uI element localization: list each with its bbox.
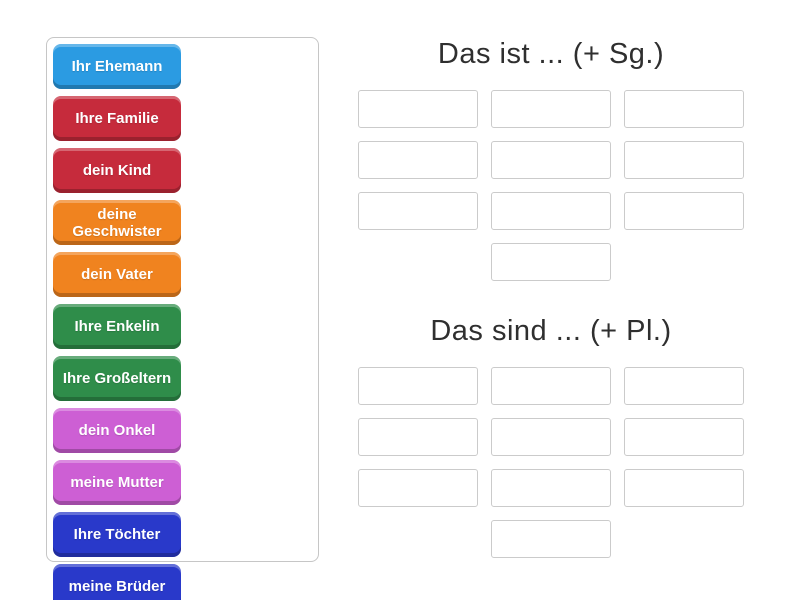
- answer-slot[interactable]: [624, 367, 744, 405]
- answer-slot[interactable]: [491, 243, 611, 281]
- answer-slot[interactable]: [358, 418, 478, 456]
- sort-groups: Das ist ... (+ Sg.) Das sind ... (+ Pl.): [358, 33, 744, 558]
- answer-slot[interactable]: [358, 469, 478, 507]
- answer-slot[interactable]: [358, 192, 478, 230]
- answer-slot[interactable]: [491, 192, 611, 230]
- answer-slot[interactable]: [491, 418, 611, 456]
- word-tile[interactable]: Ihre Familie: [53, 96, 181, 141]
- word-tile[interactable]: Ihr Ehemann: [53, 44, 181, 89]
- group-plural: Das sind ... (+ Pl.): [358, 310, 744, 558]
- group-singular-title: Das ist ... (+ Sg.): [437, 38, 665, 70]
- group-singular: Das ist ... (+ Sg.): [358, 33, 744, 281]
- answer-slot[interactable]: [358, 90, 478, 128]
- word-bank-panel: Ihr Ehemann Ihre Familie dein Kind deine Ge…: [46, 37, 319, 600]
- answer-slot[interactable]: [624, 192, 744, 230]
- word-tile[interactable]: Ihre Töchter: [53, 512, 181, 557]
- answer-slot[interactable]: [624, 469, 744, 507]
- answer-slot[interactable]: [358, 367, 478, 405]
- group-plural-slot-grid: [358, 367, 744, 558]
- word-tile[interactable]: dein Onkel: [53, 408, 181, 453]
- answer-slot[interactable]: [491, 90, 611, 128]
- answer-slot[interactable]: [624, 418, 744, 456]
- group-plural-title: Das sind ... (+ Pl.): [430, 315, 672, 347]
- answer-slot[interactable]: [491, 367, 611, 405]
- word-tile[interactable]: Ihre Großeltern: [53, 356, 181, 401]
- group-singular-slot-grid: [358, 90, 744, 281]
- word-tile[interactable]: dein Vater: [53, 252, 181, 297]
- answer-slot[interactable]: [358, 141, 478, 179]
- word-tile[interactable]: meine Mutter: [53, 460, 181, 505]
- word-tile[interactable]: Ihre Enkelin: [53, 304, 181, 349]
- answer-slot[interactable]: [624, 141, 744, 179]
- word-tile[interactable]: meine Brüder: [53, 564, 181, 600]
- answer-slot[interactable]: [491, 469, 611, 507]
- answer-slot[interactable]: [491, 141, 611, 179]
- word-tile[interactable]: dein Kind: [53, 148, 181, 193]
- answer-slot[interactable]: [624, 90, 744, 128]
- word-tile[interactable]: deine Geschwister: [53, 200, 181, 245]
- answer-slot[interactable]: [491, 520, 611, 558]
